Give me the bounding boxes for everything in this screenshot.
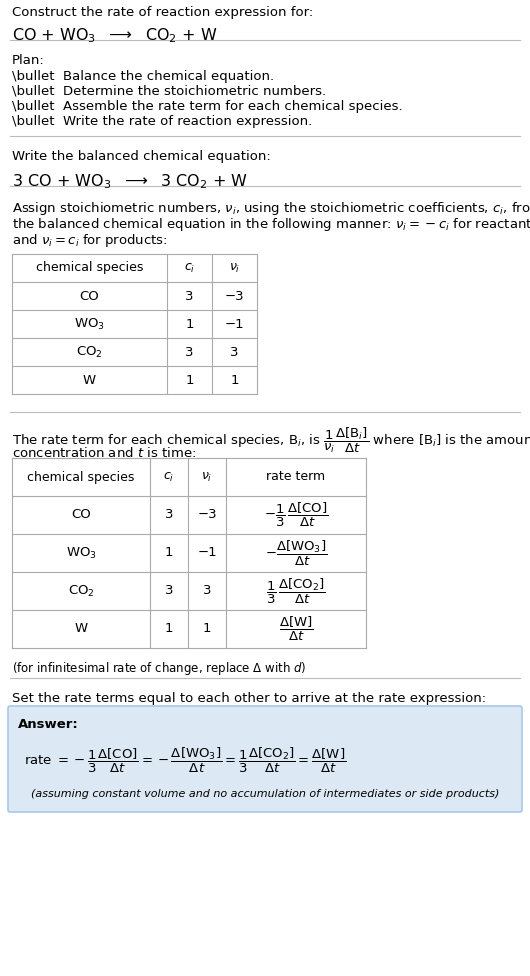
- Text: 3: 3: [165, 585, 173, 597]
- Text: \bullet  Determine the stoichiometric numbers.: \bullet Determine the stoichiometric num…: [12, 85, 326, 98]
- Text: \bullet  Assemble the rate term for each chemical species.: \bullet Assemble the rate term for each …: [12, 100, 403, 113]
- Bar: [12, 458, 366, 648]
- Text: The rate term for each chemical species, B$_i$, is $\dfrac{1}{\nu_i}\dfrac{\Delt: The rate term for each chemical species,…: [12, 426, 530, 456]
- Text: CO: CO: [80, 290, 100, 303]
- Text: and $\nu_i = c_i$ for products:: and $\nu_i = c_i$ for products:: [12, 232, 167, 249]
- Text: 3: 3: [186, 290, 194, 303]
- FancyBboxPatch shape: [8, 706, 522, 812]
- Text: 3: 3: [186, 346, 194, 358]
- Text: Set the rate terms equal to each other to arrive at the rate expression:: Set the rate terms equal to each other t…: [12, 692, 486, 705]
- Text: 3: 3: [165, 508, 173, 521]
- Text: the balanced chemical equation in the following manner: $\nu_i = -c_i$ for react: the balanced chemical equation in the fo…: [12, 216, 530, 233]
- Text: CO$_2$: CO$_2$: [76, 345, 103, 359]
- Text: $\nu_i$: $\nu_i$: [201, 470, 213, 483]
- Text: 3 CO + WO$_3$  $\longrightarrow$  3 CO$_2$ + W: 3 CO + WO$_3$ $\longrightarrow$ 3 CO$_2$…: [12, 172, 248, 190]
- Text: 1: 1: [230, 374, 239, 386]
- Text: Answer:: Answer:: [18, 718, 79, 731]
- Text: $c_i$: $c_i$: [184, 262, 195, 274]
- Text: concentration and $t$ is time:: concentration and $t$ is time:: [12, 446, 196, 460]
- Text: WO$_3$: WO$_3$: [66, 546, 96, 560]
- Text: $\dfrac{1}{3}\,\dfrac{\Delta[\mathrm{CO_2}]}{\Delta t}$: $\dfrac{1}{3}\,\dfrac{\Delta[\mathrm{CO_…: [266, 577, 326, 606]
- Text: −1: −1: [225, 317, 244, 331]
- Text: −1: −1: [197, 547, 217, 559]
- Text: $-\dfrac{1}{3}\,\dfrac{\Delta[\mathrm{CO}]}{\Delta t}$: $-\dfrac{1}{3}\,\dfrac{\Delta[\mathrm{CO…: [264, 501, 328, 529]
- Text: $-\dfrac{\Delta[\mathrm{WO_3}]}{\Delta t}$: $-\dfrac{\Delta[\mathrm{WO_3}]}{\Delta t…: [265, 539, 327, 568]
- Text: \bullet  Write the rate of reaction expression.: \bullet Write the rate of reaction expre…: [12, 115, 312, 128]
- Text: W: W: [83, 374, 96, 386]
- Text: 3: 3: [230, 346, 239, 358]
- Text: 3: 3: [203, 585, 211, 597]
- Text: Construct the rate of reaction expression for:: Construct the rate of reaction expressio…: [12, 6, 313, 19]
- Text: 1: 1: [165, 547, 173, 559]
- Text: WO$_3$: WO$_3$: [74, 316, 105, 332]
- Text: −3: −3: [197, 508, 217, 521]
- Text: 1: 1: [203, 623, 211, 635]
- Text: (assuming constant volume and no accumulation of intermediates or side products): (assuming constant volume and no accumul…: [31, 789, 499, 799]
- Text: Plan:: Plan:: [12, 54, 45, 67]
- Text: Write the balanced chemical equation:: Write the balanced chemical equation:: [12, 150, 271, 163]
- Text: rate term: rate term: [267, 470, 325, 483]
- Text: \bullet  Balance the chemical equation.: \bullet Balance the chemical equation.: [12, 70, 274, 83]
- Text: 1: 1: [165, 623, 173, 635]
- Text: $c_i$: $c_i$: [163, 470, 174, 483]
- Text: $\dfrac{\Delta[\mathrm{W}]}{\Delta t}$: $\dfrac{\Delta[\mathrm{W}]}{\Delta t}$: [279, 615, 313, 643]
- Text: 1: 1: [186, 317, 194, 331]
- Text: CO: CO: [71, 508, 91, 521]
- Text: −3: −3: [225, 290, 244, 303]
- Text: chemical species: chemical species: [28, 470, 135, 483]
- Text: Assign stoichiometric numbers, $\nu_i$, using the stoichiometric coefficients, $: Assign stoichiometric numbers, $\nu_i$, …: [12, 200, 530, 217]
- Text: (for infinitesimal rate of change, replace Δ with $d$): (for infinitesimal rate of change, repla…: [12, 660, 306, 677]
- Text: $\nu_i$: $\nu_i$: [229, 262, 240, 274]
- Text: CO + WO$_3$  $\longrightarrow$  CO$_2$ + W: CO + WO$_3$ $\longrightarrow$ CO$_2$ + W: [12, 26, 217, 45]
- Bar: [12, 254, 257, 394]
- Text: CO$_2$: CO$_2$: [68, 584, 94, 598]
- Text: rate $= -\dfrac{1}{3}\dfrac{\Delta[\mathrm{CO}]}{\Delta t} = -\dfrac{\Delta[\mat: rate $= -\dfrac{1}{3}\dfrac{\Delta[\math…: [24, 746, 346, 775]
- Text: 1: 1: [186, 374, 194, 386]
- Text: chemical species: chemical species: [36, 262, 143, 274]
- Text: W: W: [74, 623, 87, 635]
